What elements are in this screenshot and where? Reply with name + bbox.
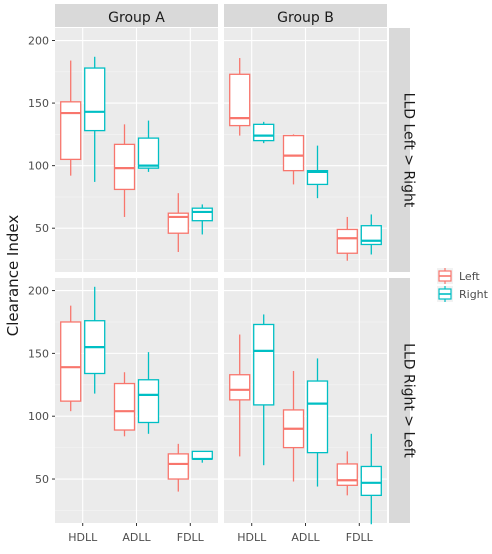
x-tick-label: HDLL xyxy=(237,531,267,544)
box-adll-left xyxy=(113,382,136,431)
x-tick-label: HDLL xyxy=(68,531,98,544)
y-tick-label: 150 xyxy=(28,347,49,360)
box-fdll-right xyxy=(360,465,382,497)
box-hdll-right xyxy=(253,323,275,406)
box-fdll-left xyxy=(336,228,358,254)
box-hdll-right xyxy=(253,123,275,142)
box-adll-right xyxy=(137,137,160,169)
box-hdll-left xyxy=(60,321,82,402)
row-strip-label: LLD Right > Left xyxy=(401,343,417,458)
box-hdll-left xyxy=(229,374,251,401)
column-strip xyxy=(55,4,218,27)
y-tick-label: 50 xyxy=(35,473,49,486)
legend-label-left: Left xyxy=(459,270,480,283)
row-strip xyxy=(389,28,410,272)
column-strip-label: Group A xyxy=(108,10,165,26)
y-tick-label: 200 xyxy=(28,285,49,298)
column-strip xyxy=(224,4,387,27)
box-fdll-left xyxy=(336,463,358,486)
box-adll-right xyxy=(306,169,329,186)
y-tick-label: 100 xyxy=(28,160,49,173)
box-hdll-left xyxy=(60,101,82,161)
y-tick-label: 100 xyxy=(28,410,49,423)
y-axis-title: Clearance Index xyxy=(4,215,22,337)
x-tick-label: ADLL xyxy=(122,531,151,544)
box-adll-left xyxy=(282,134,305,172)
box-fdll-left xyxy=(167,453,189,480)
box-adll-right xyxy=(306,380,329,454)
box-hdll-left xyxy=(229,73,251,127)
box-fdll-right xyxy=(191,207,213,222)
box-adll-left xyxy=(113,143,136,191)
box-hdll-right xyxy=(84,67,106,132)
column-strip-label: Group B xyxy=(277,10,334,26)
y-tick-label: 150 xyxy=(28,97,49,110)
x-tick-label: FDLL xyxy=(177,531,205,544)
row-strip-label: LLD Left > Right xyxy=(401,93,417,208)
box-adll-right xyxy=(137,379,160,424)
box-fdll-left xyxy=(167,212,189,234)
y-tick-label: 50 xyxy=(35,222,49,235)
x-tick-label: FDLL xyxy=(346,531,374,544)
x-tick-label: ADLL xyxy=(291,531,320,544)
box-fdll-right xyxy=(191,450,213,460)
row-strip xyxy=(389,278,410,523)
y-tick-label: 200 xyxy=(28,35,49,48)
legend-label-right: Right xyxy=(459,288,489,301)
